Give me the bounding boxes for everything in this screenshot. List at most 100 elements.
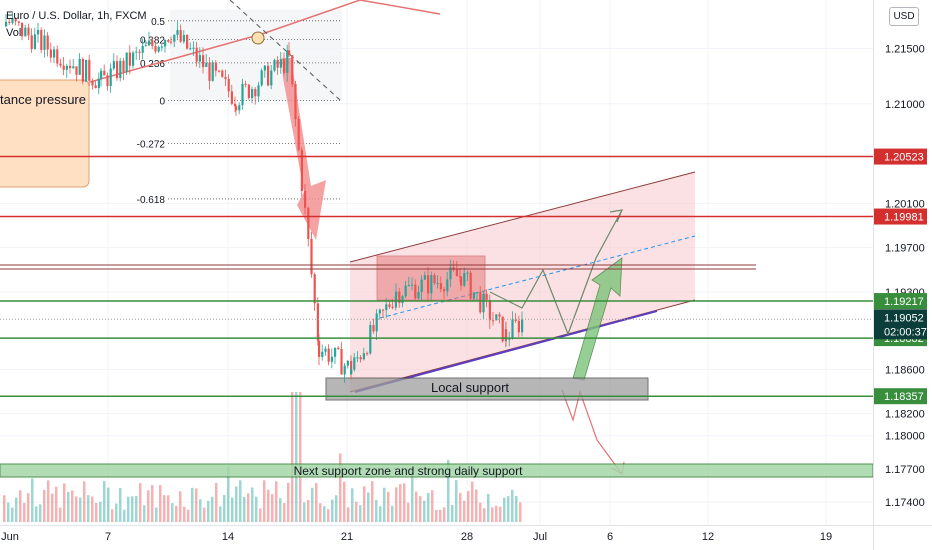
- volume-bar: [295, 392, 298, 522]
- candle-body: [78, 58, 81, 75]
- candle-body: [5, 21, 8, 27]
- candle-body: [353, 357, 356, 370]
- volume-bar: [11, 507, 14, 522]
- volume-bar: [375, 499, 378, 522]
- candle-body: [254, 89, 257, 97]
- candlesticks: [5, 11, 524, 383]
- volume-bar: [319, 503, 322, 522]
- volume-bar: [179, 491, 182, 522]
- candle-body: [505, 329, 508, 340]
- candle-body: [411, 284, 414, 286]
- candle-body: [72, 66, 75, 69]
- volume-bar: [431, 490, 434, 522]
- volume-bar: [79, 497, 82, 522]
- volume-bar: [211, 496, 214, 522]
- volume-bar: [403, 483, 406, 522]
- candle-body: [517, 320, 520, 333]
- local-support-box: [325, 377, 649, 401]
- candle-body: [404, 285, 407, 297]
- candle-body: [455, 269, 458, 277]
- time-tick-label: 7: [105, 531, 111, 543]
- price-tick-label: 1.21000: [885, 99, 925, 111]
- candle-body: [198, 55, 201, 62]
- candle-body: [40, 29, 43, 50]
- volume-bar: [347, 507, 350, 522]
- volume-bar: [439, 509, 442, 522]
- candle-body: [521, 319, 524, 333]
- symbol-title[interactable]: Euro / U.S. Dollar, 1h, FXCM: [6, 10, 147, 22]
- candle-body: [414, 284, 417, 299]
- volume-bar: [127, 496, 130, 522]
- volume-bar: [99, 501, 102, 522]
- price-tick-label: 1.18600: [885, 364, 925, 376]
- projection-path-up: [489, 209, 623, 336]
- candle-body: [423, 275, 426, 280]
- volume-bar: [207, 500, 210, 522]
- volume-bar: [383, 487, 386, 522]
- volume-bar: [335, 495, 338, 522]
- chart-drawings: tance pressure Local support Next support …: [0, 0, 874, 478]
- candle-body: [128, 52, 131, 66]
- candle-body: [94, 85, 97, 89]
- candle-body: [273, 59, 276, 71]
- resistance-note-text: tance pressure: [0, 92, 86, 107]
- volume-bar: [339, 453, 342, 522]
- candle-body: [313, 274, 316, 304]
- candle-body: [420, 279, 423, 293]
- volume-bar: [35, 506, 38, 522]
- time-tick-label: 19: [820, 531, 832, 543]
- volume-bar: [471, 481, 474, 522]
- candle-body: [62, 65, 65, 70]
- candle-body: [263, 65, 266, 71]
- candle-body: [334, 347, 337, 357]
- candle-body: [460, 276, 463, 286]
- volume-bar: [59, 507, 62, 522]
- candle-body: [492, 320, 495, 322]
- volume-bar: [175, 505, 178, 522]
- candle-body: [160, 46, 163, 48]
- price-level-tag: [874, 208, 927, 225]
- candle-body: [8, 21, 11, 23]
- volume-bar: [487, 494, 490, 522]
- fib-level-label: -0.618: [137, 195, 166, 206]
- volume-bar: [171, 503, 174, 522]
- volume-label[interactable]: Vol: [6, 27, 22, 39]
- candle-body: [279, 59, 282, 68]
- current-price-tag: [874, 309, 927, 340]
- candle-body: [443, 289, 446, 292]
- volume-bar: [231, 497, 234, 522]
- volume-bar: [507, 496, 510, 522]
- volume-bar: [291, 392, 294, 522]
- volume-bar: [95, 502, 98, 522]
- candle-body: [218, 70, 221, 72]
- candle-body: [167, 40, 170, 42]
- candle-body: [135, 51, 138, 53]
- candle-body: [310, 238, 313, 275]
- volume-bar: [407, 502, 410, 522]
- price-tick-label: 1.20100: [885, 198, 925, 210]
- volume-bar: [283, 503, 286, 522]
- candle-body: [417, 292, 420, 299]
- candle-body: [449, 267, 452, 280]
- volume-bar: [307, 500, 310, 522]
- fib-level-label: 0.5: [151, 17, 165, 28]
- candle-body: [321, 351, 324, 357]
- candle-body: [369, 325, 372, 354]
- volume-bar: [151, 485, 154, 522]
- currency-button[interactable]: USD: [889, 7, 919, 26]
- candle-body: [340, 348, 343, 375]
- orange-trendline-top: [359, 0, 441, 15]
- volume-bar: [331, 499, 334, 522]
- candle-body: [350, 369, 353, 375]
- volume-bar: [163, 495, 166, 522]
- volume-bar: [395, 487, 398, 522]
- candle-body: [372, 325, 375, 332]
- time-tick-label: Jul: [533, 531, 547, 543]
- volume-bar: [23, 502, 26, 522]
- volume-bar: [323, 506, 326, 522]
- volume-bar: [479, 502, 482, 522]
- volume-bar: [103, 480, 106, 522]
- volume-bar: [287, 482, 290, 522]
- candle-body: [24, 27, 27, 37]
